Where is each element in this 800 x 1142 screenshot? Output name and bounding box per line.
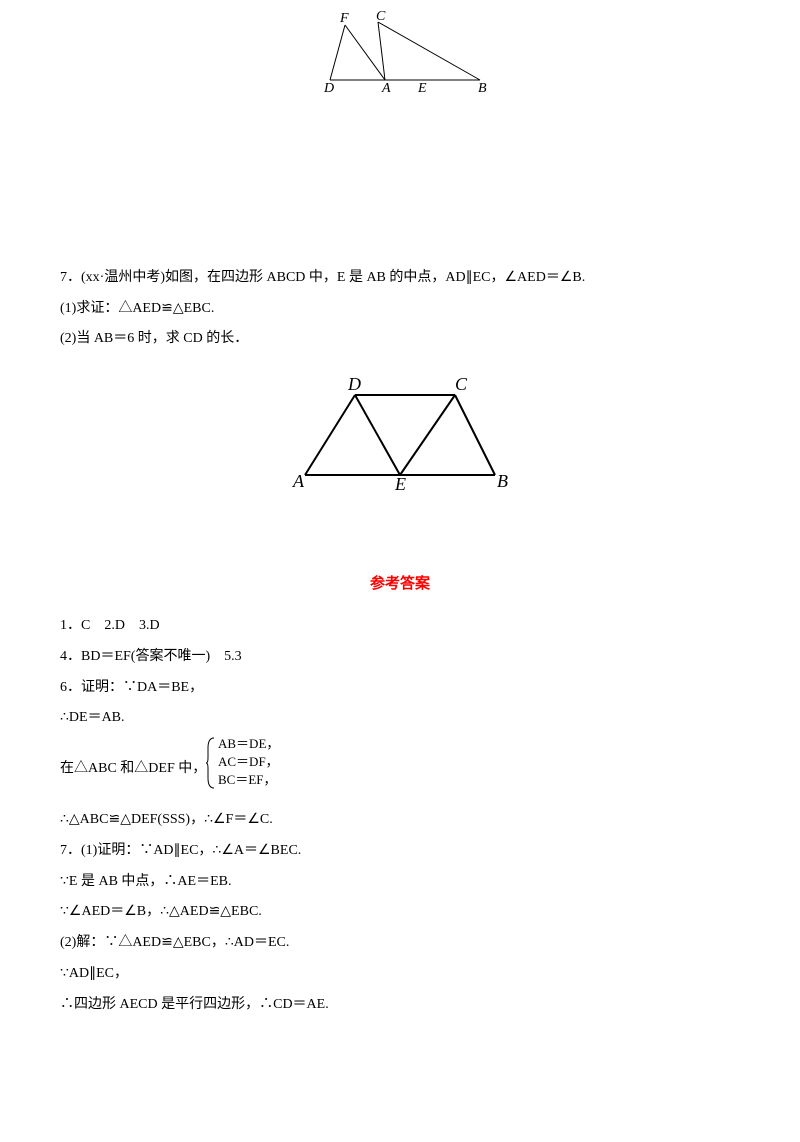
figure-2-svg: D C A E B — [275, 365, 525, 495]
ans-7-l3: ∵∠AED＝∠B，∴△AED≌△EBC. — [60, 897, 740, 928]
ans-4-5: 4．BD＝EF(答案不唯一) 5.3 — [60, 642, 740, 673]
ans-6-l3: 在△ABC 和△DEF 中， AB＝DE， AC＝DF， BC＝EF， — [60, 734, 740, 805]
fig1-label-E: E — [417, 81, 427, 96]
q7-part1: (1)求证：△AED≌△EBC. — [60, 294, 740, 325]
sys-eq3: BC＝EF， — [218, 772, 277, 787]
fig2-label-C: C — [455, 374, 468, 394]
figure-1-svg: F C D A E B — [300, 10, 500, 100]
fig2-label-D: D — [347, 374, 361, 394]
question-7: 7．(xx·温州中考)如图，在四边形 ABCD 中，E 是 AB 的中点，AD∥… — [60, 263, 740, 355]
figure-2: D C A E B — [60, 365, 740, 508]
spacer — [60, 143, 740, 243]
q7-number: 7． — [60, 270, 81, 285]
fig1-label-A: A — [381, 81, 391, 96]
ans-7-l6: ∴四边形 AECD 是平行四边形，∴CD＝AE. — [60, 990, 740, 1021]
sys-eq1: AB＝DE， — [218, 736, 279, 751]
fig1-label-F: F — [339, 11, 349, 26]
sys-eq2: AC＝DF， — [218, 754, 279, 769]
ans-6-l3-pre: 在△ABC 和△DEF 中， — [60, 754, 206, 785]
ans-7-l2: ∵E 是 AB 中点，∴AE＝EB. — [60, 867, 740, 898]
q7-line-1: 7．(xx·温州中考)如图，在四边形 ABCD 中，E 是 AB 的中点，AD∥… — [60, 263, 740, 294]
ans-7-l1: 7．(1)证明：∵AD∥EC，∴∠A＝∠BEC. — [60, 836, 740, 867]
fig2-label-A: A — [292, 471, 305, 491]
q7-source: (xx·温州中考) — [81, 270, 165, 285]
equation-system: AB＝DE， AC＝DF， BC＝EF， — [206, 734, 316, 805]
fig2-label-B: B — [497, 471, 508, 491]
fig2-label-E: E — [394, 474, 406, 494]
ans-7-l4: (2)解：∵△AED≌△EBC，∴AD＝EC. — [60, 928, 740, 959]
ans-6-l4: ∴△ABC≌△DEF(SSS)，∴∠F＝∠C. — [60, 805, 740, 836]
ans-7-l5: ∵AD∥EC， — [60, 959, 740, 990]
answers-title: 参考答案 — [60, 568, 740, 601]
ans-1-3: 1．C 2.D 3.D — [60, 611, 740, 642]
ans-6-l2: ∴DE＝AB. — [60, 703, 740, 734]
fig1-label-B: B — [478, 81, 487, 96]
fig1-label-D: D — [323, 81, 334, 96]
q7-part2: (2)当 AB＝6 时，求 CD 的长． — [60, 324, 740, 355]
q7-body: 如图，在四边形 ABCD 中，E 是 AB 的中点，AD∥EC，∠AED＝∠B. — [165, 270, 585, 285]
ans-6-l1: 6．证明：∵DA＝BE， — [60, 673, 740, 704]
figure-1: F C D A E B — [60, 10, 740, 113]
fig1-label-C: C — [376, 10, 386, 24]
